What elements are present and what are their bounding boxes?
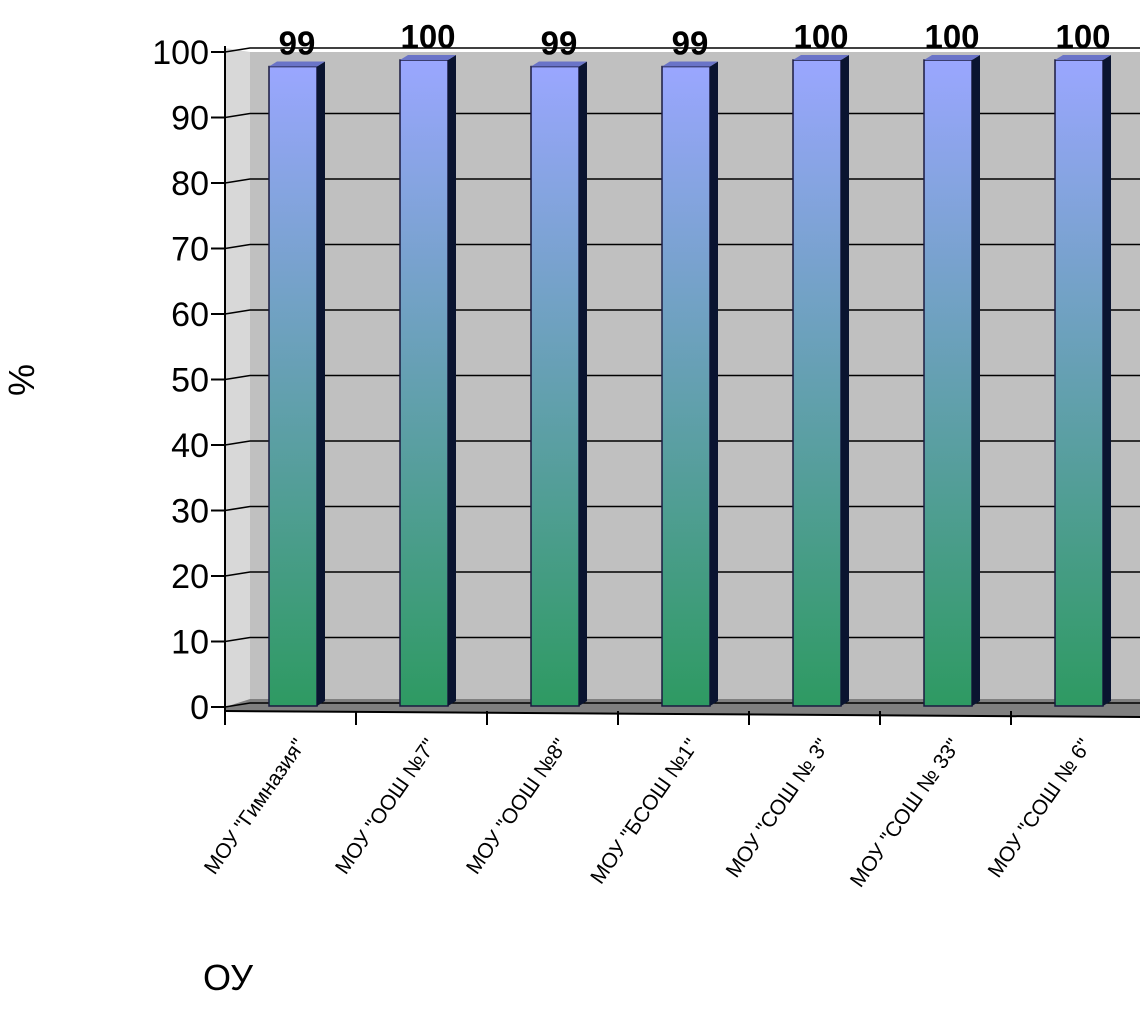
axes bbox=[211, 46, 1140, 725]
y-tick-label: 40 bbox=[171, 427, 209, 465]
bar-top bbox=[1055, 55, 1111, 60]
bar bbox=[399, 59, 449, 707]
bars bbox=[268, 55, 1111, 707]
bar-side bbox=[1103, 55, 1111, 706]
data-label: 99 bbox=[279, 25, 316, 62]
data-label: 99 bbox=[672, 25, 709, 62]
y-tick-label: 20 bbox=[171, 558, 209, 596]
category-label: МОУ "ООШ №7" bbox=[331, 735, 441, 879]
y-tick-label: 70 bbox=[171, 231, 209, 269]
x-axis-title: ОУ bbox=[203, 957, 254, 998]
bar-top bbox=[400, 55, 456, 60]
y-tick-label: 100 bbox=[152, 34, 209, 72]
data-label: 100 bbox=[1055, 18, 1110, 55]
bar-side bbox=[579, 61, 587, 707]
bar bbox=[923, 59, 973, 707]
y-tick-label: 30 bbox=[171, 493, 209, 531]
category-label: МОУ "ООШ №8" bbox=[462, 735, 572, 879]
category-label: МОУ "БСОШ №1" bbox=[586, 735, 703, 889]
bar-top bbox=[924, 55, 980, 60]
bar-top bbox=[662, 61, 718, 67]
bar-top bbox=[531, 61, 587, 67]
x-axis-line bbox=[224, 710, 1140, 718]
data-label: 99 bbox=[541, 25, 578, 62]
bar-top bbox=[793, 55, 849, 60]
bar bbox=[268, 65, 318, 707]
bar bbox=[1054, 59, 1104, 707]
bar-top bbox=[269, 61, 325, 67]
y-tick-label: 90 bbox=[171, 100, 209, 138]
bar bbox=[661, 65, 711, 707]
bar-side bbox=[972, 55, 980, 706]
category-label: МОУ "Гимназия" bbox=[200, 735, 310, 879]
category-label: МОУ "СОШ № 6" bbox=[984, 735, 1097, 882]
y-tick-label: 0 bbox=[190, 689, 209, 727]
data-label: 100 bbox=[793, 18, 848, 55]
bar bbox=[530, 65, 580, 707]
y-tick-label: 80 bbox=[171, 165, 209, 203]
y-tick-label: 50 bbox=[171, 362, 209, 400]
category-label: МОУ "СОШ № 33" bbox=[846, 735, 965, 892]
y-tick-label: 10 bbox=[171, 624, 209, 662]
bar bbox=[792, 59, 842, 707]
bar-side bbox=[317, 61, 325, 707]
bar-side bbox=[710, 61, 718, 707]
bar-side bbox=[448, 55, 456, 706]
bar-side bbox=[841, 55, 849, 706]
data-label: 100 bbox=[400, 18, 455, 55]
data-label: 100 bbox=[924, 18, 979, 55]
y-tick-label: 60 bbox=[171, 296, 209, 334]
gridline bbox=[224, 47, 1140, 53]
y-axis-title: % bbox=[1, 364, 42, 396]
category-label: МОУ "СОШ № 3" bbox=[722, 735, 835, 882]
